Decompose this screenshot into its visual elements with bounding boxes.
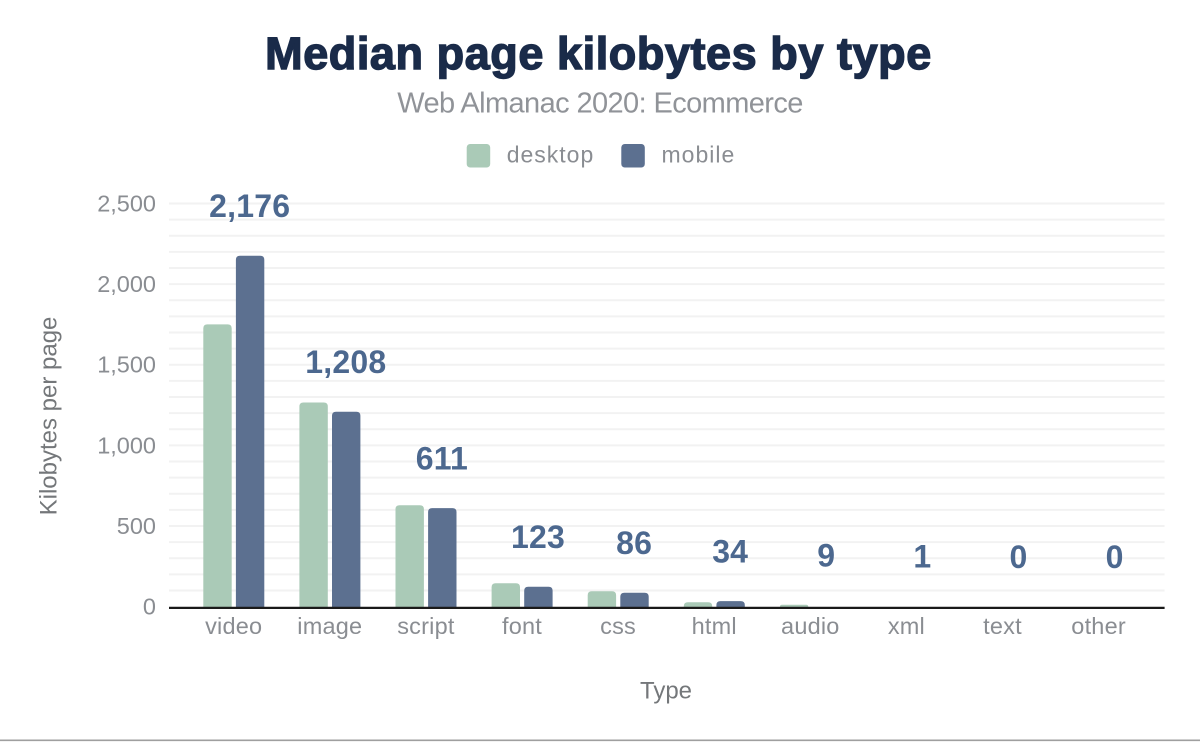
svg-text:Median page kilobytes by type: Median page kilobytes by type: [265, 28, 932, 79]
svg-text:1,500: 1,500: [97, 352, 156, 378]
svg-text:video: video: [205, 613, 262, 639]
svg-text:1: 1: [913, 539, 931, 575]
svg-text:123: 123: [511, 519, 565, 555]
svg-text:1,208: 1,208: [305, 344, 386, 380]
svg-text:0: 0: [1010, 539, 1028, 575]
svg-text:mobile: mobile: [662, 141, 736, 167]
svg-text:other: other: [1071, 613, 1126, 639]
svg-text:2,500: 2,500: [97, 191, 156, 217]
svg-text:script: script: [397, 613, 455, 639]
svg-text:0: 0: [143, 594, 156, 620]
svg-text:xml: xml: [888, 613, 925, 639]
svg-text:1,000: 1,000: [97, 432, 156, 458]
svg-text:Type: Type: [640, 678, 692, 705]
svg-text:image: image: [297, 613, 362, 639]
svg-text:2,000: 2,000: [97, 271, 156, 297]
svg-text:9: 9: [817, 537, 835, 573]
svg-text:2,176: 2,176: [209, 188, 290, 224]
svg-text:html: html: [692, 613, 737, 639]
svg-text:Web Almanac 2020: Ecommerce: Web Almanac 2020: Ecommerce: [397, 88, 803, 120]
svg-text:desktop: desktop: [507, 141, 595, 167]
svg-text:86: 86: [616, 525, 652, 561]
svg-text:css: css: [600, 613, 636, 639]
svg-text:font: font: [502, 613, 542, 639]
svg-text:text: text: [983, 613, 1022, 639]
svg-text:500: 500: [117, 513, 156, 539]
svg-text:611: 611: [416, 440, 468, 476]
svg-text:audio: audio: [781, 613, 840, 639]
svg-text:34: 34: [712, 533, 748, 569]
svg-text:0: 0: [1106, 539, 1124, 575]
svg-text:Kilobytes per page: Kilobytes per page: [36, 317, 63, 516]
